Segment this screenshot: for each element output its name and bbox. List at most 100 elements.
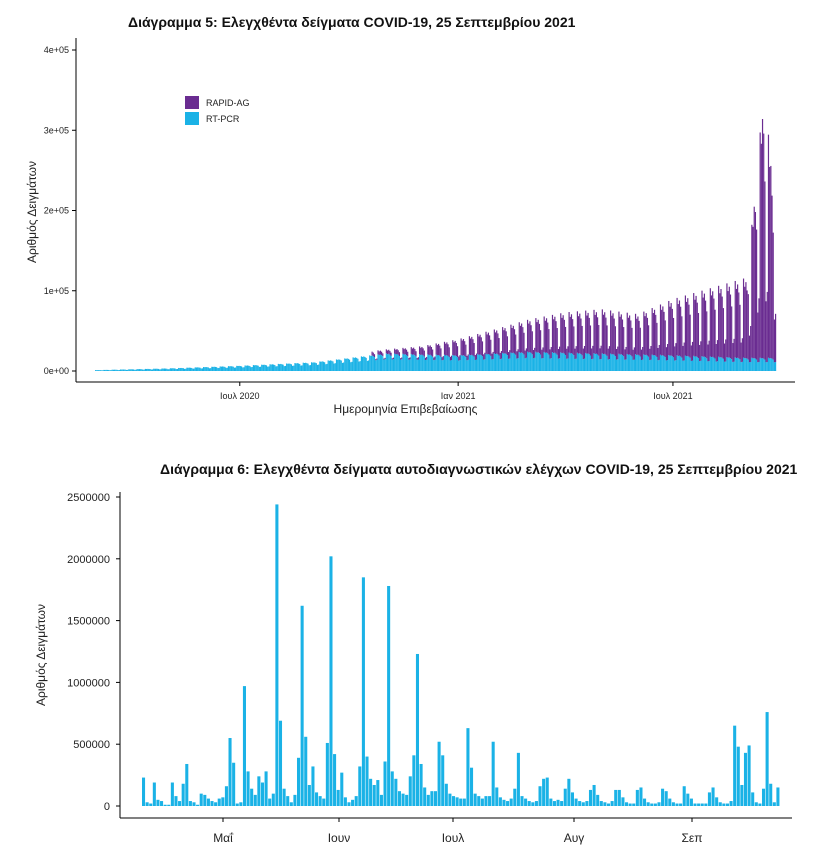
chart6-bar — [351, 799, 355, 806]
chart5-bar-rt-pcr — [337, 359, 339, 371]
chart5-bar-rt-pcr — [644, 355, 646, 371]
chart5-bar-rapid-ag — [503, 330, 505, 354]
chart5-bar-rt-pcr — [483, 359, 485, 371]
chart5-bar-rt-pcr — [236, 365, 238, 371]
chart5-bar-rt-pcr — [204, 367, 206, 371]
chart6-bar — [466, 728, 470, 806]
chart5-bar-rt-pcr — [608, 359, 611, 371]
chart5-bar-rt-pcr — [357, 358, 359, 371]
chart5-bar-rt-pcr — [180, 367, 182, 371]
chart5-bar-rt-pcr — [697, 358, 700, 371]
chart5-bar-rt-pcr — [605, 354, 607, 371]
chart6-bar — [433, 791, 438, 806]
chart5-bar-rt-pcr — [696, 356, 698, 371]
chart5-bar-rapid-ag — [470, 338, 472, 356]
chart5-bar-rt-pcr — [283, 366, 285, 371]
chart5-bar-rt-pcr — [481, 356, 484, 371]
chart5-bar-rt-pcr — [189, 367, 192, 371]
chart5-bar-rapid-ag — [562, 315, 564, 353]
chart5-bar-rt-pcr — [271, 364, 274, 371]
chart6-bar — [578, 801, 582, 806]
chart5-bar-rt-pcr — [626, 353, 628, 371]
chart5-bar-rapid-ag — [517, 349, 519, 359]
chart5-bar-rapid-ag — [648, 325, 650, 357]
chart5-bar-rt-pcr — [440, 356, 442, 371]
chart5-bar-rapid-ag — [540, 330, 542, 355]
chart5-bar-rt-pcr — [197, 367, 199, 371]
chart5-bar-rt-pcr — [150, 369, 152, 371]
chart5-bar-rt-pcr — [240, 366, 243, 371]
chart5-bar-rt-pcr — [664, 357, 666, 371]
chart5-bar-rapid-ag — [767, 134, 770, 358]
chart5-bar-rt-pcr — [232, 366, 234, 371]
chart5-bar-rapid-ag — [684, 295, 686, 356]
chart5-bar-rt-pcr — [700, 360, 702, 371]
chart5-bar-rt-pcr — [161, 368, 163, 371]
chart5-bar-rt-pcr — [243, 367, 245, 371]
chart6-bar — [426, 794, 430, 806]
chart5-bar-rt-pcr — [649, 360, 651, 371]
chart5-bar-rt-pcr — [614, 356, 616, 371]
chart5-bar-rt-pcr — [98, 370, 100, 371]
chart6-bar — [296, 757, 301, 806]
chart5-bar-rt-pcr — [460, 354, 462, 371]
chart5-bar-rapid-ag — [757, 312, 759, 363]
chart5-bar-rt-pcr — [445, 355, 447, 371]
chart5-bar-rt-pcr — [704, 357, 707, 371]
chart5-bar-rt-pcr — [702, 356, 704, 371]
chart5-bar-rt-pcr — [401, 359, 403, 371]
chart5-bar-rapid-ag — [640, 349, 643, 361]
chart5-bar-rt-pcr — [348, 359, 351, 371]
chart5-bar-rt-pcr — [160, 369, 162, 371]
chart5-bar-rt-pcr — [377, 354, 379, 371]
chart5-bar-rt-pcr — [518, 352, 520, 371]
chart5-bar-rt-pcr — [738, 358, 740, 371]
chart5-bar-rt-pcr — [607, 359, 609, 371]
chart5-bar-rt-pcr — [156, 368, 158, 371]
chart6-bar — [336, 789, 340, 806]
chart6-bar — [174, 796, 178, 806]
chart5-bar-rt-pcr — [723, 361, 726, 371]
chart5-bar-rt-pcr — [451, 360, 453, 371]
chart5-bar-rt-pcr — [367, 360, 370, 371]
chart5-bar-rt-pcr — [140, 369, 142, 371]
chart5-bar-rt-pcr — [244, 365, 246, 371]
chart5-bar-rt-pcr — [662, 355, 664, 371]
chart5-bar-rapid-ag — [518, 322, 520, 353]
chart5-bar-rapid-ag — [437, 343, 440, 355]
chart5-bar-rt-pcr — [433, 360, 435, 371]
chart6-bar — [160, 801, 164, 806]
chart5-bar-rt-pcr — [420, 354, 422, 371]
chart5-bar-rapid-ag — [701, 290, 703, 357]
chart5-bar-rt-pcr — [557, 358, 560, 371]
chart5-bar-rapid-ag — [727, 291, 729, 358]
chart5-bar-rt-pcr — [528, 352, 530, 371]
chart5-bar-rapid-ag — [528, 323, 530, 353]
chart6-bar — [477, 796, 481, 806]
chart5-bar-rapid-ag — [644, 316, 646, 356]
chart5-bar-rt-pcr — [262, 364, 264, 371]
chart6-y-tick-label: 1500000 — [67, 616, 110, 628]
chart6-bar — [271, 793, 275, 806]
chart5-bar-rapid-ag — [405, 349, 408, 356]
chart5-bar-rapid-ag — [677, 304, 679, 356]
chart5-bar-rapid-ag — [544, 320, 546, 353]
chart5-bar-rt-pcr — [408, 359, 410, 371]
chart5-bar-rapid-ag — [488, 335, 491, 355]
chart5-bar-rt-pcr — [384, 359, 386, 371]
chart5-bar-rt-pcr — [173, 368, 175, 371]
chart5-bar-rt-pcr — [162, 368, 164, 371]
chart5-bar-rt-pcr — [602, 354, 605, 371]
chart5-bar-rapid-ag — [497, 333, 499, 355]
chart5-bar-rt-pcr — [619, 354, 621, 371]
chart5-bar-rapid-ag — [459, 355, 461, 361]
chart5-bar-rt-pcr — [405, 355, 408, 371]
chart5-bar-rapid-ag — [531, 331, 533, 355]
chart5-bar-rapid-ag — [668, 300, 670, 355]
chart5-bar-rt-pcr — [632, 359, 634, 371]
chart5-bar-rt-pcr — [511, 353, 513, 371]
chart5-bar-rt-pcr — [259, 366, 262, 371]
chart5-bar-rt-pcr — [315, 363, 317, 371]
chart5-bar-rapid-ag — [415, 351, 417, 357]
chart5-bar-rt-pcr — [295, 363, 297, 371]
